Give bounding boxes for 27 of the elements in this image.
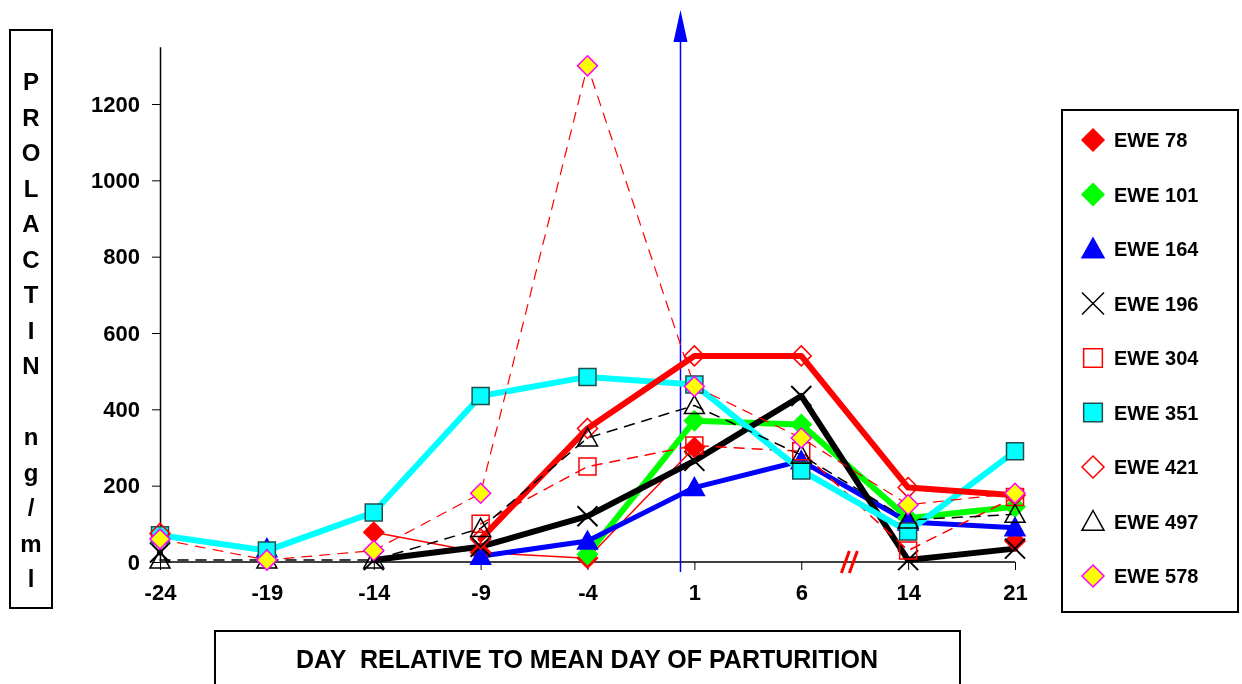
x-tick-label: 1: [688, 579, 701, 605]
y-tick-label: 600: [103, 320, 140, 346]
text: PROLACTIN ng/ml: [20, 68, 42, 592]
legend-label: EWE 421: [1114, 456, 1199, 478]
x-tick-label: -4: [578, 579, 599, 605]
x-axis-title: DAY RELATIVE TO MEAN DAY OF PARTURITION: [295, 645, 879, 673]
legend-label: EWE 101: [1114, 183, 1199, 206]
y-tick-label: 0: [127, 549, 140, 575]
x-tick-label: 21: [1003, 579, 1028, 605]
legend-label: EWE 497: [1114, 510, 1199, 533]
y-tick-label: 1200: [91, 91, 140, 117]
y-tick-label: 1000: [91, 167, 140, 193]
y-tick-label: 200: [103, 473, 140, 499]
x-tick-label: 14: [896, 579, 922, 605]
legend-label: EWE 351: [1114, 401, 1199, 424]
y-tick-label: 800: [103, 244, 140, 270]
x-tick-label: -24: [144, 579, 178, 605]
x-tick-label: -9: [471, 579, 491, 605]
y-tick-label: 400: [103, 396, 140, 422]
x-tick-label: 6: [795, 579, 808, 605]
legend-label: EWE 196: [1114, 292, 1199, 315]
legend-label: EWE 304: [1114, 347, 1200, 369]
x-tick-label: -14: [358, 579, 391, 605]
legend-label: EWE 164: [1114, 238, 1200, 260]
legend-label: EWE 578: [1114, 565, 1199, 587]
legend-label: EWE 78: [1114, 129, 1188, 151]
x-tick-label: -19: [251, 579, 284, 605]
